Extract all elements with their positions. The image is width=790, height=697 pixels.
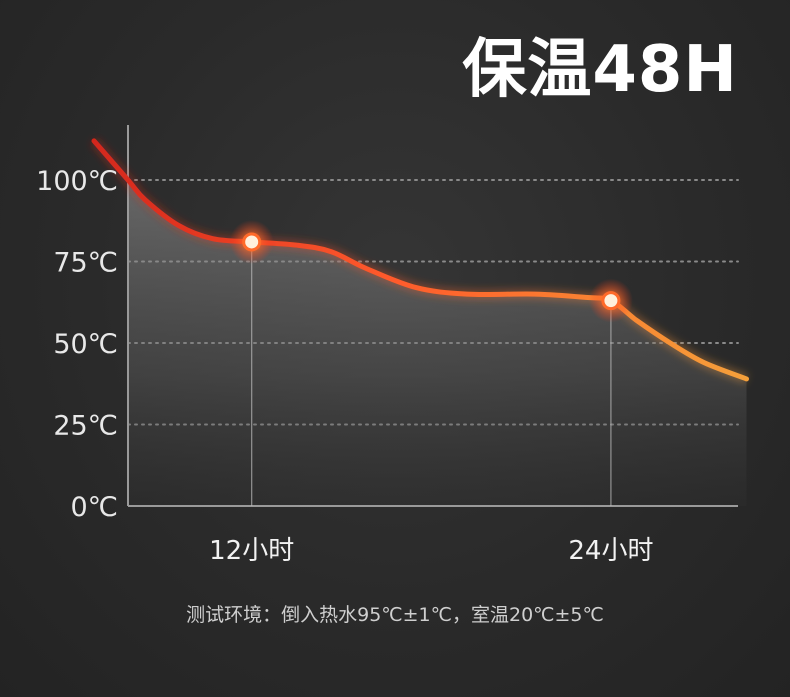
- x-tick-labels: 12小时 24小时: [209, 536, 653, 566]
- line-layer: [90, 137, 749, 384]
- y-tick-labels: 100℃ 75℃ 50℃ 25℃ 0℃: [36, 166, 118, 523]
- y-tick-label: 100℃: [36, 166, 118, 197]
- axis-layer: [127, 125, 738, 507]
- x-tick-label: 12小时: [209, 536, 294, 566]
- y-tick-label: 50℃: [53, 329, 118, 360]
- x-tick-label: 24小时: [568, 536, 653, 566]
- area-layer: [128, 180, 747, 506]
- temperature-series-glow: [90, 137, 749, 384]
- y-tick-label: 75℃: [53, 248, 118, 279]
- chart-title: 保温48H: [462, 33, 738, 107]
- data-point-marker: [601, 291, 621, 311]
- marker-layer: [229, 219, 633, 506]
- area-fill: [128, 180, 747, 506]
- test-conditions-note: 测试环境：倒入热水95℃±1℃，室温20℃±5℃: [186, 604, 604, 626]
- data-point-marker: [242, 232, 262, 252]
- y-tick-label: 25℃: [53, 411, 118, 442]
- y-tick-label: 0℃: [70, 492, 118, 523]
